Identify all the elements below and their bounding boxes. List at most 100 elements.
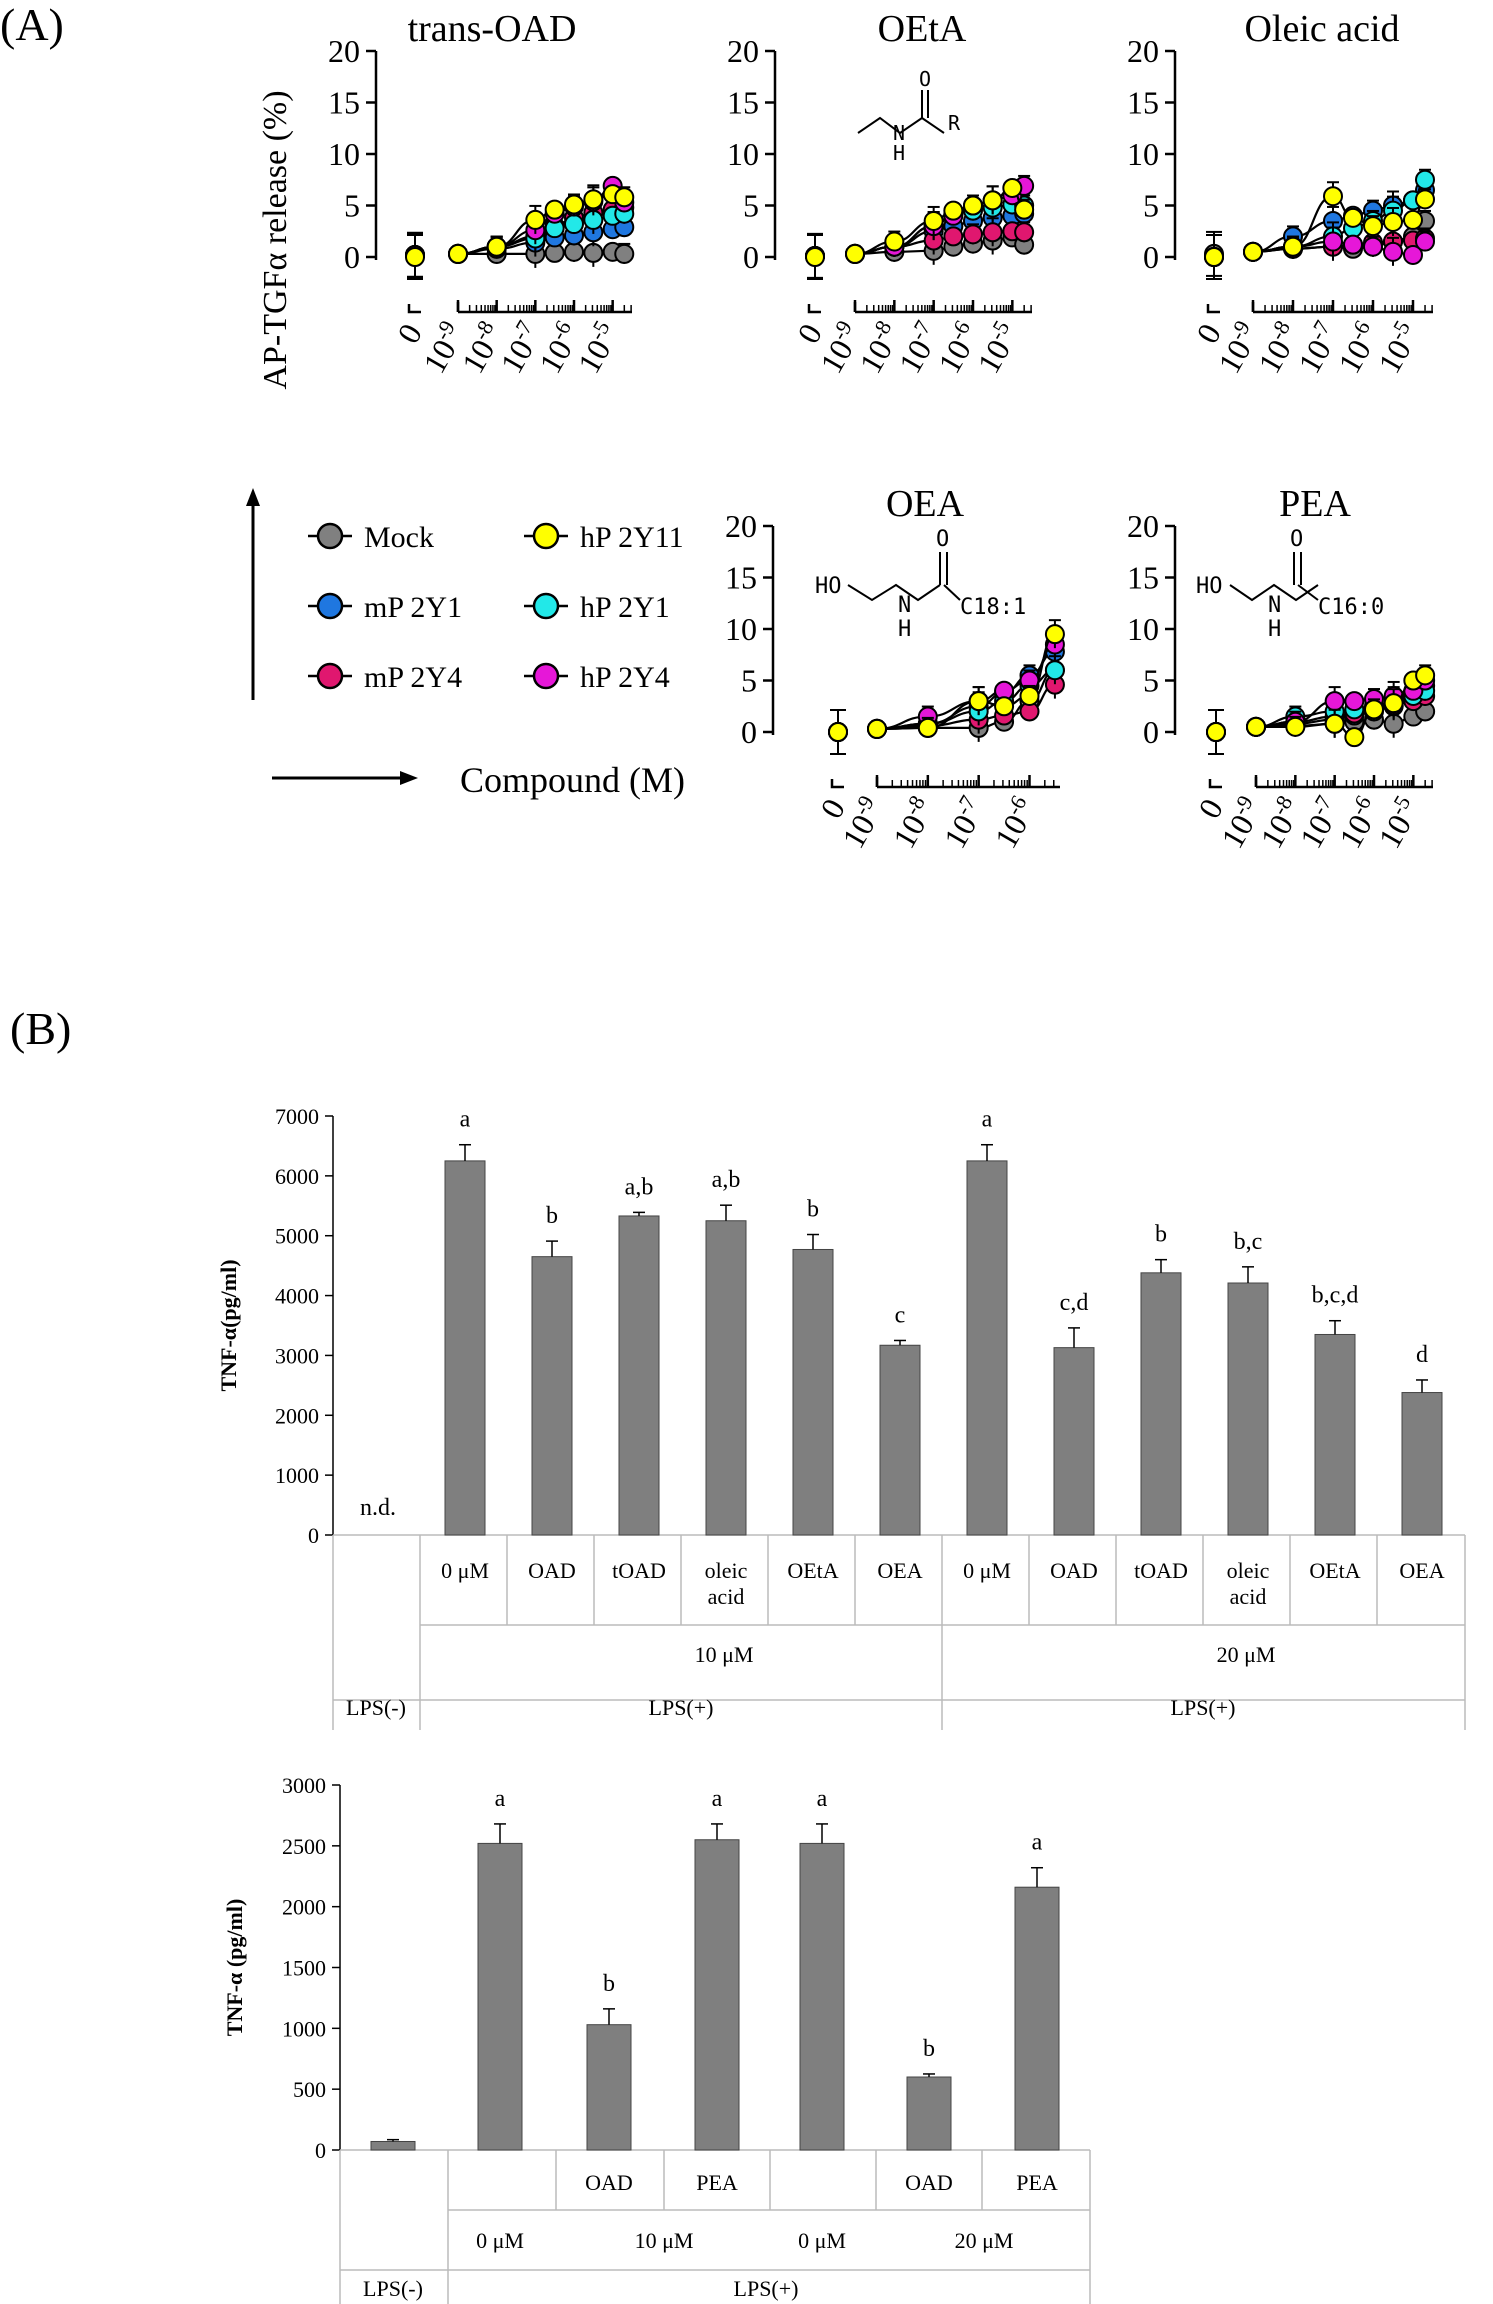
category-label: PEA <box>696 2170 738 2195</box>
data-point <box>1285 716 1306 737</box>
category-label: acid <box>708 1584 745 1609</box>
y-tick-label: 10 <box>328 136 360 172</box>
bar-1 <box>477 1842 523 2151</box>
data-point <box>564 214 584 235</box>
bar-ylabel: TNF-α(pg/ml) <box>216 1259 241 1391</box>
structure-pea-chain: C16:0 <box>1318 595 1384 620</box>
legend-label-hp-2y4: hP 2Y4 <box>580 661 670 694</box>
bar-y-tick-label: 2500 <box>282 1834 326 1859</box>
data-point <box>1324 713 1345 734</box>
y-tick-label: 15 <box>1127 560 1159 596</box>
category-label: oleic <box>705 1558 748 1583</box>
significance-letter: d <box>1416 1342 1428 1368</box>
data-point <box>943 200 964 221</box>
data-point <box>1044 660 1065 681</box>
bar-2 <box>586 2024 632 2151</box>
bar-y-tick-label: 5000 <box>275 1224 319 1249</box>
category-label: OAD <box>528 1558 576 1583</box>
category-label: PEA <box>1016 2170 1058 2195</box>
structure-oeta-o: O <box>919 67 931 91</box>
category-label: tOAD <box>1134 1558 1188 1583</box>
panel-label-a: (A) <box>0 0 64 50</box>
concentration-label: 20 μM <box>955 2228 1014 2253</box>
y-tick-label: 5 <box>1143 188 1159 224</box>
data-point-zero <box>828 722 848 742</box>
panel-a-ylabel: AP-TGFα release (%) <box>257 90 294 389</box>
data-point <box>1383 693 1404 714</box>
concentration-label: 10 μM <box>695 1642 754 1667</box>
series-hp-2y11 <box>1206 664 1436 755</box>
legend-marker-mock <box>316 522 344 550</box>
y-tick-label: 0 <box>743 239 759 275</box>
structure-oeta-r: R <box>948 111 961 135</box>
y-tick-label: 10 <box>1127 136 1159 172</box>
data-point <box>1014 222 1035 243</box>
bar-chart-tnf-pea: TNF-α (pg/ml) 0 500 1000 1500 2000 2500 3000 a b a… <box>222 1773 1091 2304</box>
category-label: OEtA <box>787 1558 838 1583</box>
data-point <box>1415 231 1435 252</box>
x-axis-zero-segment <box>407 304 421 314</box>
significance-letter: b <box>807 1197 819 1223</box>
data-point <box>1044 624 1065 645</box>
bar-4 <box>799 1842 845 2151</box>
bar-6 <box>879 1344 921 1536</box>
y-tick-label: 15 <box>1127 85 1159 121</box>
series-mp-2y1 <box>1206 674 1436 755</box>
data-point <box>486 236 507 257</box>
legend-marker-mp-2y4 <box>316 662 344 690</box>
x-tick-label: 10-5 <box>1368 316 1427 379</box>
data-point <box>982 190 1003 211</box>
x-tick-label: 10-5 <box>568 316 627 379</box>
structure-pea <box>1229 552 1319 602</box>
data-point <box>1383 211 1403 232</box>
bar-y-tick-label: 0 <box>315 2138 326 2163</box>
bar-y-tick-label: 3000 <box>275 1343 319 1368</box>
x-direction-arrow <box>272 771 418 785</box>
data-point <box>1002 177 1023 198</box>
data-point <box>1363 216 1383 237</box>
bar-y-tick-label: 2000 <box>282 1895 326 1920</box>
structure-oea-o: O <box>936 527 949 552</box>
structure-oea-chain: C18:1 <box>960 595 1026 620</box>
y-tick-label: 0 <box>344 239 360 275</box>
lps-label: LPS(+) <box>1171 1695 1236 1720</box>
subplot-title: OEA <box>886 483 965 525</box>
data-point <box>1403 209 1423 230</box>
y-tick-label: 20 <box>725 508 757 544</box>
legend-marker-hp-2y4 <box>532 662 560 690</box>
panel-label-b: (B) <box>10 1003 71 1054</box>
bar-y-tick-label: 0 <box>308 1523 319 1548</box>
data-point <box>1383 241 1403 262</box>
structure-pea-h: H <box>1268 617 1281 642</box>
significance-letter: b <box>1155 1222 1167 1248</box>
bar-y-tick-label: 6000 <box>275 1164 319 1189</box>
x-tick-label-zero: 0 <box>390 318 429 350</box>
significance-letter: a <box>460 1107 471 1133</box>
significance-letter: a <box>982 1107 993 1133</box>
data-point <box>1243 241 1263 262</box>
category-label: OAD <box>1050 1558 1098 1583</box>
significance-letter: a <box>495 1786 506 1812</box>
category-label: tOAD <box>612 1558 666 1583</box>
data-point <box>1415 169 1435 190</box>
data-point <box>982 222 1003 243</box>
legend: Mock mP 2Y1 mP 2Y4 hP 2Y11 hP 2Y1 hP 2Y4 <box>308 521 684 694</box>
data-point <box>1415 665 1436 686</box>
x-tick-label: 10-7 <box>934 791 993 854</box>
data-point <box>867 718 887 739</box>
bar-y-tick-label: 2000 <box>275 1403 319 1428</box>
structure-oea-n: N <box>898 593 911 618</box>
data-point <box>1323 231 1343 252</box>
y-tick-label: 5 <box>1143 663 1159 699</box>
y-tick-label: 0 <box>1143 239 1159 275</box>
structure-oeta <box>857 90 945 135</box>
bar-y-tick-label: 1500 <box>282 1956 326 1981</box>
structure-oea-h: H <box>898 617 911 642</box>
y-tick-label: 10 <box>1127 611 1159 647</box>
significance-letter: c,d <box>1060 1290 1089 1316</box>
significance-letter: a,b <box>712 1167 741 1193</box>
y-tick-label: 20 <box>727 33 759 69</box>
